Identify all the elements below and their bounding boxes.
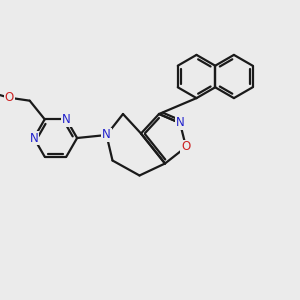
Text: N: N <box>29 131 38 145</box>
Text: O: O <box>5 91 14 104</box>
Text: N: N <box>62 113 71 126</box>
Text: N: N <box>102 128 111 142</box>
Text: N: N <box>176 116 184 130</box>
Text: O: O <box>182 140 190 154</box>
